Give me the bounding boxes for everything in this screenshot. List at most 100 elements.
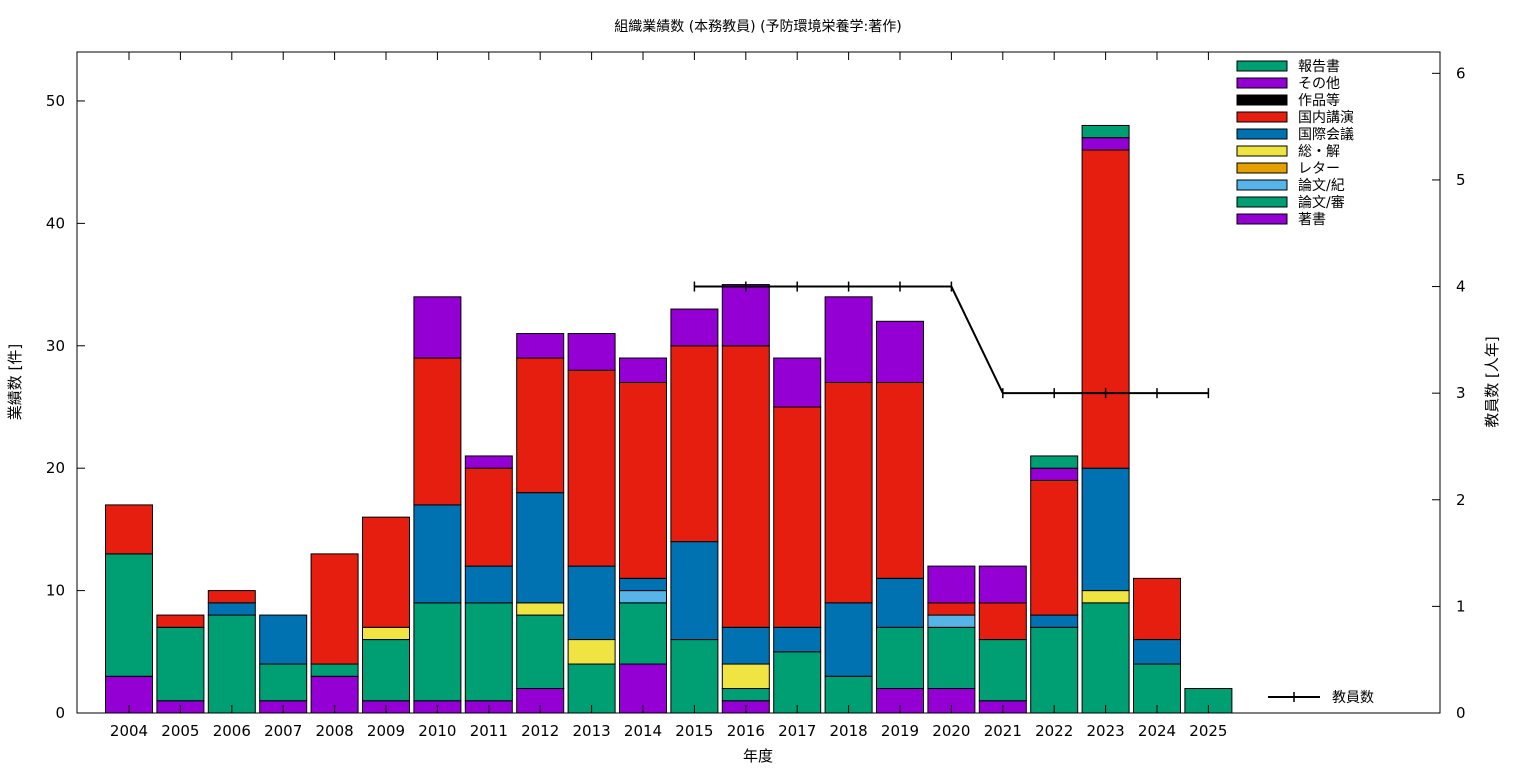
bar-2013-論文/審 — [567, 663, 616, 714]
bar-2015-国際会議 — [670, 541, 719, 641]
x-tick-label: 2014 — [624, 722, 662, 740]
x-tick-label: 2005 — [161, 722, 199, 740]
bar-2024-国際会議 — [1133, 639, 1181, 665]
bar-2012-論文/審 — [516, 614, 565, 690]
bar-2015-国内講演 — [670, 345, 719, 543]
legend-swatch-レター — [1236, 162, 1288, 174]
x-tick-label: 2008 — [316, 722, 354, 740]
y2-tick-label: 2 — [1456, 491, 1466, 509]
bar-2010-国内講演 — [413, 357, 462, 506]
faculty-line — [693, 281, 1210, 399]
bar-2015-その他 — [670, 308, 719, 347]
x-tick-label: 2006 — [213, 722, 251, 740]
bar-2005-論文/審 — [156, 626, 205, 702]
legend-label-その他: その他 — [1298, 76, 1340, 92]
x-tick-label: 2007 — [264, 722, 302, 740]
bar-2014-論文/紀 — [619, 590, 667, 604]
legend-label-faculty: 教員数 — [1332, 690, 1374, 706]
y2-tick-label: 1 — [1456, 597, 1466, 615]
y2-axis-label: 教員数 [人年] — [1483, 336, 1501, 427]
bar-2013-総・解 — [567, 639, 616, 665]
legend-label-国内講演: 国内講演 — [1298, 110, 1354, 126]
bar-2013-国内講演 — [567, 369, 616, 567]
bar-2024-国内講演 — [1133, 577, 1181, 641]
legend-label-総・解: 総・解 — [1298, 144, 1340, 160]
bar-2007-論文/審 — [259, 663, 308, 702]
bar-2006-国際会議 — [207, 602, 256, 616]
bar-2019-国内講演 — [876, 382, 924, 579]
legend-label-著書: 著書 — [1298, 212, 1326, 228]
bar-2022-報告書 — [1030, 455, 1079, 469]
bar-2016-その他 — [721, 284, 770, 347]
bar-2007-国際会議 — [259, 614, 308, 665]
legend-swatch-国際会議 — [1236, 128, 1288, 140]
bar-2019-論文/審 — [876, 626, 924, 690]
bar-2023-その他 — [1081, 137, 1130, 151]
y-tick-label: 40 — [46, 214, 65, 232]
bar-2004-国内講演 — [105, 504, 153, 555]
y2-tick-label: 5 — [1456, 171, 1466, 189]
x-tick-label: 2010 — [418, 722, 456, 740]
bar-2019-国際会議 — [876, 577, 924, 628]
legend-label-国際会議: 国際会議 — [1298, 126, 1354, 143]
bars — [105, 124, 1233, 714]
bar-2020-論文/審 — [927, 626, 976, 690]
bar-2024-論文/審 — [1133, 663, 1181, 714]
bar-2017-国際会議 — [773, 626, 822, 653]
bar-2011-論文/審 — [464, 602, 513, 702]
bar-2023-論文/審 — [1081, 602, 1130, 714]
y-tick-label: 30 — [46, 337, 65, 355]
x-axis-label: 年度 — [743, 747, 773, 765]
bar-2010-論文/審 — [413, 602, 462, 702]
legend-swatch-国内講演 — [1236, 111, 1288, 123]
bar-2023-国内講演 — [1081, 149, 1130, 469]
bar-2014-論文/審 — [619, 602, 667, 665]
bar-2023-報告書 — [1081, 124, 1130, 139]
bar-2009-総・解 — [362, 626, 410, 641]
bar-2006-国内講演 — [207, 590, 256, 604]
legend-label-報告書: 報告書 — [1298, 59, 1340, 75]
bar-2011-国内講演 — [464, 467, 513, 567]
bar-2020-論文/紀 — [927, 614, 976, 628]
bar-2004-論文/審 — [105, 553, 153, 677]
x-tick-label: 2023 — [1087, 722, 1125, 740]
bar-2022-論文/審 — [1030, 626, 1079, 714]
y-tick-label: 50 — [46, 92, 65, 110]
x-tick-label: 2025 — [1189, 722, 1227, 740]
bar-2017-論文/審 — [773, 651, 822, 714]
bar-2015-論文/審 — [670, 639, 719, 714]
bar-2012-その他 — [516, 333, 565, 359]
x-tick-label: 2018 — [830, 722, 868, 740]
bar-2014-国内講演 — [619, 382, 667, 579]
bar-2017-その他 — [773, 357, 822, 408]
bar-2009-国内講演 — [362, 516, 410, 628]
legend-label-作品等: 作品等 — [1298, 92, 1340, 109]
bar-2010-国際会議 — [413, 504, 462, 604]
bar-2020-その他 — [927, 565, 976, 604]
bar-2013-国際会議 — [567, 565, 616, 641]
bar-2006-論文/審 — [207, 614, 256, 714]
x-tick-label: 2024 — [1138, 722, 1176, 740]
chart-title: 組織業績数 (本務教員) (予防環境栄養学:著作) — [614, 18, 901, 35]
y2-tick-label: 6 — [1456, 64, 1466, 82]
x-tick-label: 2012 — [521, 722, 559, 740]
legend-label-論文/審: 論文/審 — [1298, 195, 1345, 211]
bar-2016-論文/審 — [721, 688, 770, 702]
x-tick-label: 2019 — [881, 722, 919, 740]
axes: 0 10 20 30 40 50 0 1 2 3 4 5 6 2004 2005 2006 2007 2008 20… — [46, 52, 1466, 740]
bar-2017-国内講演 — [773, 406, 822, 628]
bar-2023-国際会議 — [1081, 467, 1130, 592]
bar-2016-総・解 — [721, 663, 770, 690]
y2-tick-label: 4 — [1456, 278, 1466, 296]
bar-2011-国際会議 — [464, 565, 513, 604]
bar-2014-国際会議 — [619, 577, 667, 592]
bar-2023-総・解 — [1081, 590, 1130, 604]
x-tick-label: 2015 — [675, 722, 713, 740]
y-tick-label: 0 — [55, 704, 65, 722]
bar-2021-その他 — [978, 565, 1027, 604]
bar-2019-その他 — [876, 320, 924, 383]
x-tick-label: 2016 — [727, 722, 765, 740]
legend-swatch-作品等 — [1236, 94, 1288, 106]
legend-label-レター: レター — [1298, 161, 1340, 177]
